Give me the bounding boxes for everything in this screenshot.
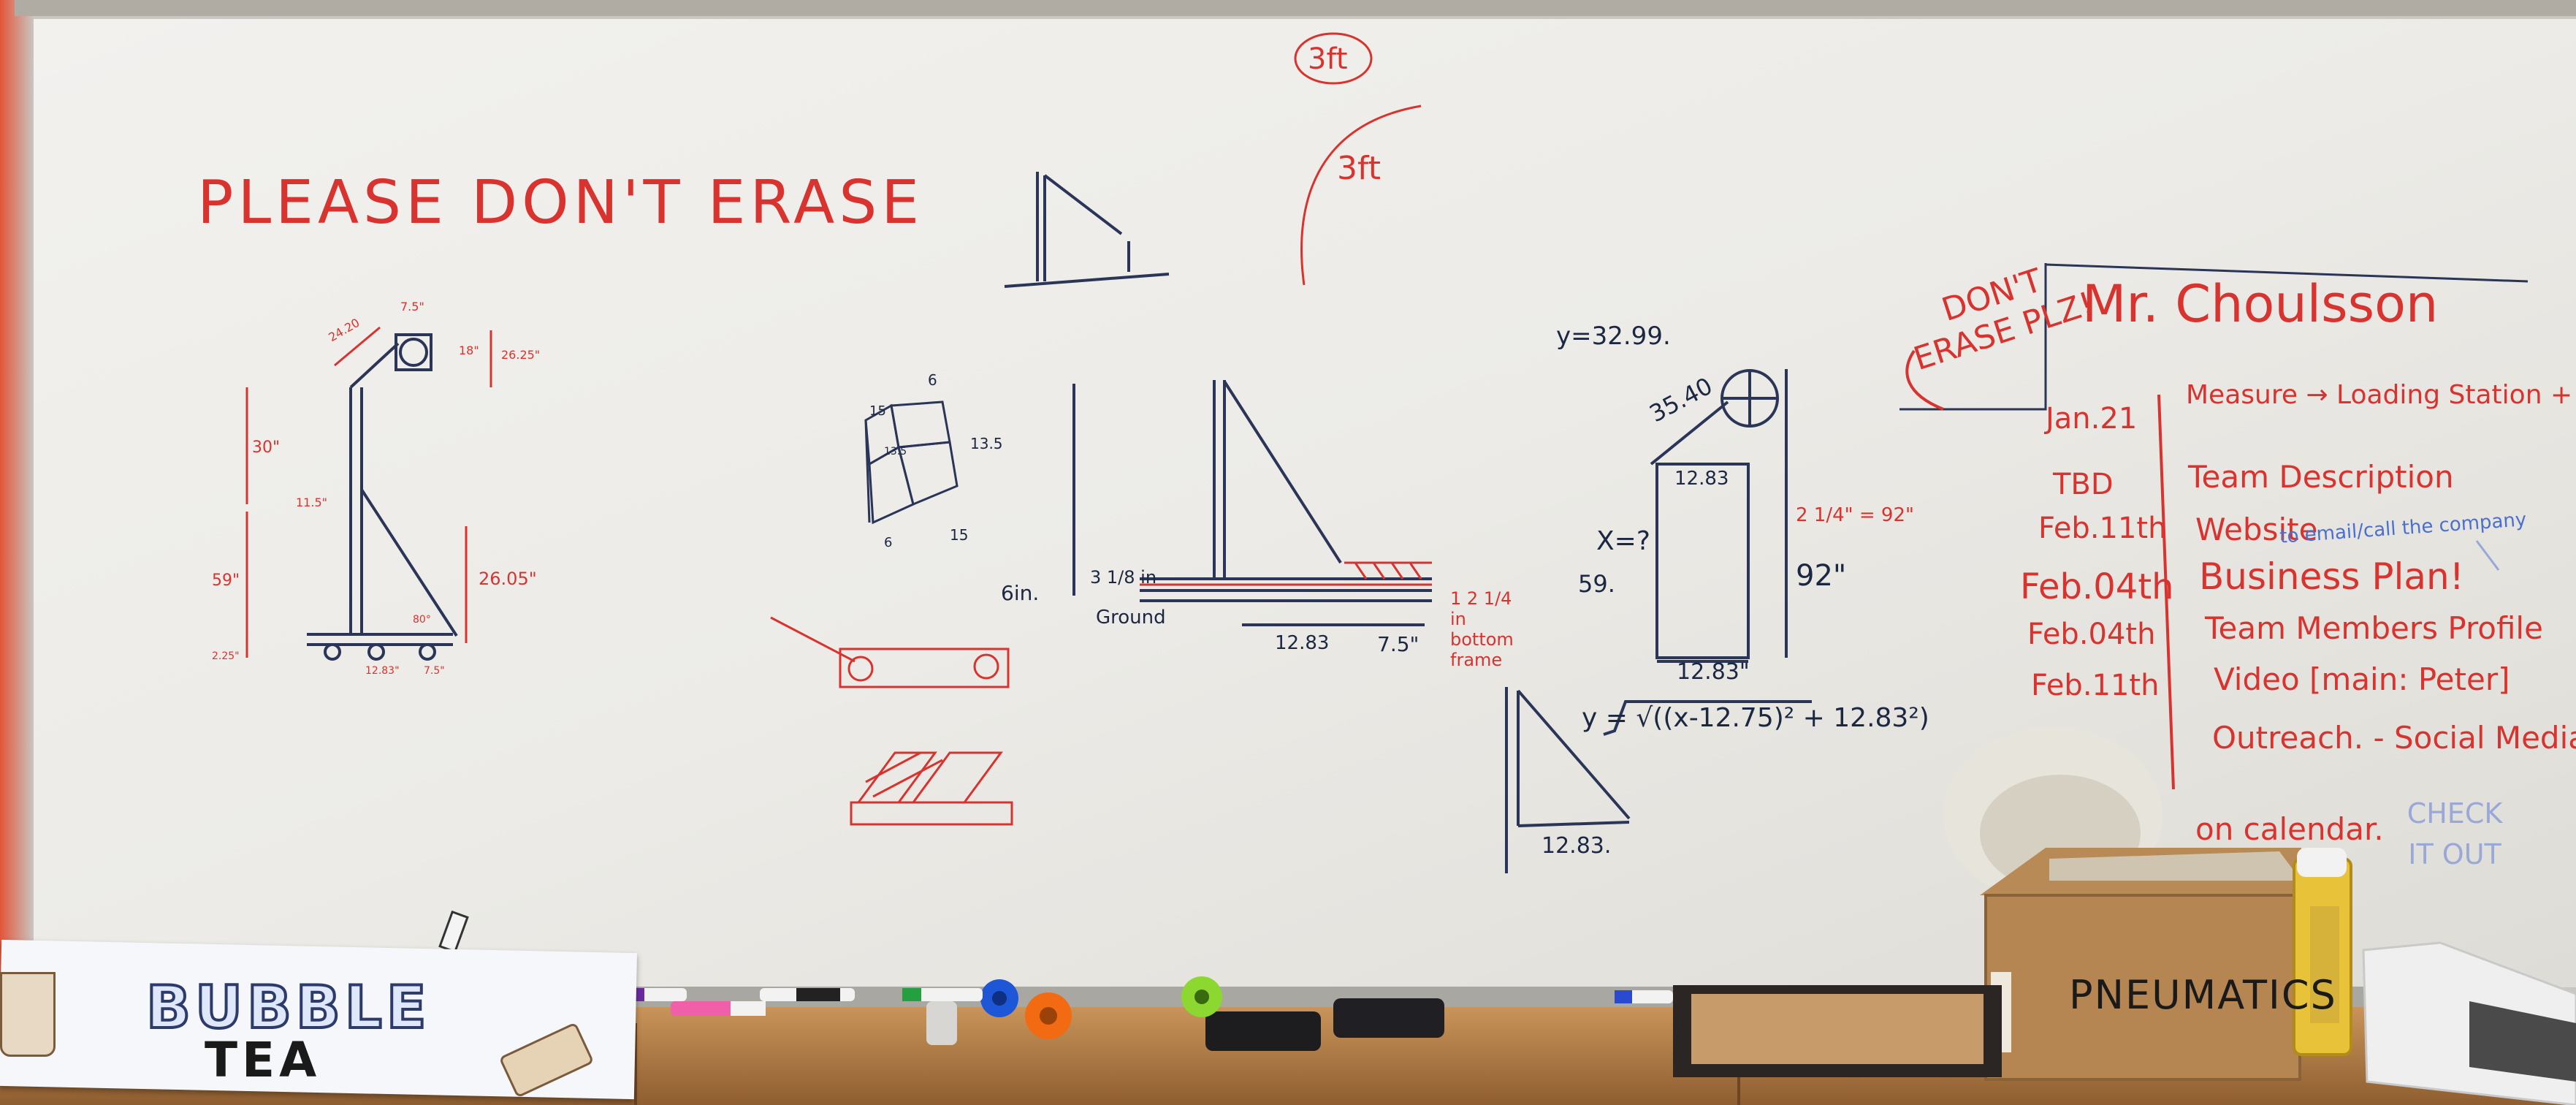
- tape-gray: [926, 1001, 957, 1045]
- top-small-triangle: [1004, 172, 1170, 288]
- teacher-name: Mr. Choulsson: [2082, 274, 2439, 334]
- frame-six-label: 6in.: [1001, 581, 1040, 605]
- calendar-note: on calendar.: [2195, 811, 2384, 847]
- banner-line-1: BUBBLE: [145, 972, 431, 1043]
- cube-label-2: 15: [869, 403, 886, 419]
- stand-label-10: 12.83": [365, 665, 400, 677]
- stand-label-11: 7.5": [424, 665, 445, 677]
- stand-label-8: 26.05": [479, 569, 537, 589]
- schedule-date-2: TBD: [2053, 468, 2114, 501]
- stand-label-2: 7.5": [400, 300, 424, 314]
- schedule-task-3: Website: [2195, 512, 2318, 547]
- frame-bottom-a: 12.83: [1275, 632, 1330, 654]
- x-unknown-label: X=?: [1596, 526, 1650, 556]
- board-left-frame: [0, 0, 34, 994]
- schedule-task-7: Outreach. - Social Media: [2212, 720, 2576, 756]
- formula-label: y = √((x-12.75)² + 12.83²): [1582, 703, 1929, 733]
- cube-drawing: [864, 400, 959, 525]
- red-curve-top: [1294, 32, 1422, 286]
- red-sketch-hinge: [770, 616, 1010, 688]
- schedule-date-1: Jan.21: [2046, 402, 2138, 436]
- fifty-nine-label: 59.: [1578, 570, 1615, 598]
- y-value-label: y=32.99.: [1556, 322, 1671, 351]
- eraser-2: [1333, 998, 1444, 1038]
- triangle-bottom-label: 12.83.: [1542, 833, 1612, 859]
- please-dont-erase-heading: PLEASE DON'T ERASE: [197, 168, 924, 238]
- pneumatics-box-label: PNEUMATICS: [2069, 972, 2337, 1018]
- schedule-task-6: Video [main: Peter]: [2214, 661, 2510, 697]
- curve-note-3ft: 3ft: [1337, 150, 1381, 187]
- rect-circle-drawing: [1650, 369, 1788, 663]
- cube-label-6: 6: [884, 535, 893, 550]
- schedule-task-4: Business Plan!: [2199, 555, 2464, 598]
- cube-label-3: 13.5: [970, 435, 1003, 452]
- rect-height-label: 92": [1796, 559, 1847, 593]
- check-it-out-note: CHECK IT OUT: [2407, 797, 2503, 870]
- schedule-task-5: Team Members Profile: [2205, 610, 2543, 646]
- schedule-task-2: Team Description: [2188, 459, 2454, 495]
- schedule-date-3: Feb.11th: [2038, 512, 2167, 545]
- eraser-1: [1205, 1011, 1321, 1051]
- schedule-date-4: Feb.04th: [2020, 566, 2174, 607]
- schedule-date-5: Feb.04th: [2027, 618, 2156, 651]
- right-triangle-drawing: [1505, 687, 1812, 873]
- stand-label-4: 26.25": [501, 348, 541, 362]
- cube-label-5: 15: [950, 526, 969, 544]
- stand-label-6: 11.5": [296, 495, 327, 509]
- cardboard-box: [1984, 894, 2301, 1081]
- stand-dimensions: [245, 326, 492, 658]
- top-note-3ft: 3ft: [1308, 42, 1348, 76]
- red-side-label: 2 1/4" = 92": [1796, 504, 1914, 526]
- frame-bottom-b: 7.5": [1377, 632, 1420, 656]
- frame-three-label: 3 1/8 in: [1090, 567, 1157, 588]
- dont-erase-arrow: [1905, 349, 1944, 411]
- board-top-trim: [15, 0, 2576, 16]
- frame-ground-label: Ground: [1096, 607, 1166, 629]
- schedule-date-6: Feb.11th: [2031, 669, 2160, 702]
- bubble-tea-cup-icon: [0, 972, 56, 1057]
- banner-line-2: TEA: [205, 1032, 321, 1088]
- whiteboard: [34, 19, 2576, 987]
- teacher-box: [1899, 263, 2529, 411]
- frame-red-hatch: [1140, 561, 1432, 586]
- stand-label-9: 2.25": [212, 650, 240, 662]
- schedule-divider: [2157, 394, 2175, 790]
- schedule-task-1: Measure → Loading Station + Cut: [2186, 380, 2576, 410]
- stand-drawing: [307, 333, 458, 661]
- stand-label-12: 80°: [413, 614, 431, 626]
- stand-label-7: 59": [212, 572, 240, 590]
- stand-label-5: 30": [252, 438, 281, 457]
- cube-label-4: 13.5: [884, 446, 907, 457]
- marker-green: [902, 988, 983, 1001]
- cube-label-1: 6: [928, 371, 937, 389]
- stand-label-3: 18": [459, 343, 479, 357]
- rect-top-label: 12.83: [1674, 468, 1729, 490]
- rect-bottom-label: 12.83": [1677, 659, 1750, 685]
- red-sketch-wedge: [850, 751, 1013, 826]
- frame-red-note: 1 2 1/4 in bottom frame: [1450, 588, 1514, 670]
